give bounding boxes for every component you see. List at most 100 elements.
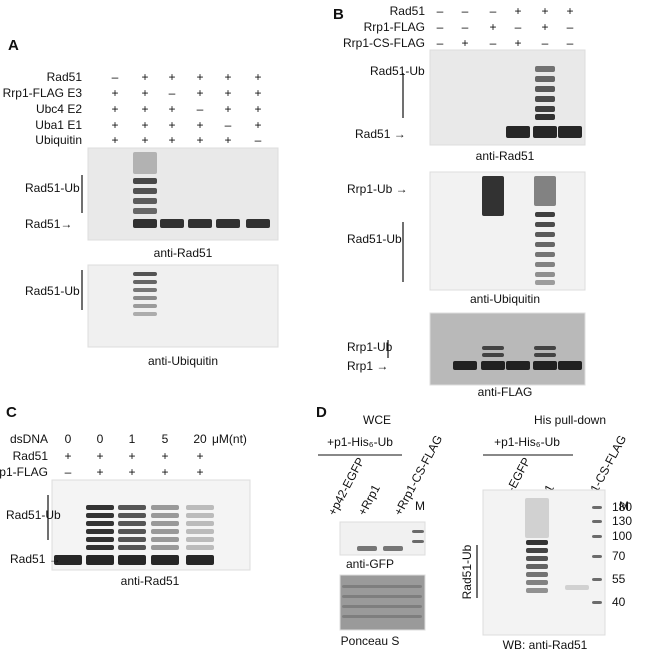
band [535,222,555,227]
lane-label: M [619,499,629,513]
sign: + [161,465,168,479]
sign: + [196,118,203,132]
marker-label: 40 [612,595,626,609]
sign: + [489,20,496,34]
sign: + [96,465,103,479]
band [86,513,114,518]
band [533,126,557,138]
band [186,545,214,550]
band [482,353,504,357]
blot [87,264,279,348]
band [535,76,555,82]
band [188,219,212,228]
band [412,540,424,543]
caption: WB: anti-Rad51 [503,638,588,652]
sign: – [437,4,444,18]
band [535,106,555,112]
sign: + [111,133,118,147]
caption: anti-Rad51 [476,149,535,163]
band [558,126,582,138]
band [86,521,114,526]
band [86,537,114,542]
sign: + [514,36,521,50]
label: Rad51 → [10,552,61,566]
caption: anti-Ubiquitin [470,292,540,306]
band [535,66,555,72]
sign: 5 [162,432,169,446]
sign: + [224,86,231,100]
caption: anti-FLAG [478,385,533,399]
band [133,312,157,316]
caption: anti-GFP [346,557,394,571]
row-label: Rrp1-FLAG [0,465,48,479]
sign: 0 [65,432,72,446]
band [133,178,157,184]
caption: anti-Rad51 [121,574,180,588]
band [592,555,602,558]
sign: 0 [97,432,104,446]
sign: – [490,36,497,50]
label: Rad51→ [25,217,72,231]
band [534,346,556,350]
band [133,188,157,194]
blot [51,479,251,571]
band [133,304,157,308]
band [565,585,589,590]
label: Rad51-Ub [370,64,425,78]
sign: + [566,4,573,18]
band [482,346,504,350]
band [535,252,555,257]
marker-label: 180 [612,500,632,514]
construct: +p1-His₆-Ub [494,435,560,449]
row-label: Rad51 [13,449,49,463]
band [535,272,555,277]
panel-label: A [8,37,19,54]
band [506,361,530,370]
label: Rad51-Ub [6,508,61,522]
sign: – [567,20,574,34]
blot [429,171,586,291]
sign: – [462,20,469,34]
sign: + [541,20,548,34]
sign: – [225,118,232,132]
label: Rad51 → [355,127,406,141]
panel-label: B [333,6,344,23]
band [186,505,214,510]
panel-label: D [316,404,327,421]
band [133,198,157,204]
band [592,601,602,604]
band [592,520,602,523]
sign: – [169,86,176,100]
sign: + [196,86,203,100]
band [506,126,530,138]
band [186,537,214,542]
band [133,296,157,300]
band [526,564,548,569]
band [151,545,179,550]
band [534,176,556,206]
sign: – [515,20,522,34]
sign: + [196,70,203,84]
sign: – [112,70,119,84]
band [151,529,179,534]
sign: – [542,36,549,50]
sign: + [196,133,203,147]
band [133,288,157,292]
sign: + [161,449,168,463]
band [86,545,114,550]
band [118,505,146,510]
sign: + [224,133,231,147]
label: Rrp1 → [347,359,388,373]
sign: + [111,102,118,116]
annotation: Rad51-Ub [460,544,474,599]
row-label: Ubc4 E2 [36,102,82,116]
row-label: Rad51 [47,70,83,84]
band [383,546,403,551]
sign: – [437,36,444,50]
sign: + [111,118,118,132]
band [342,585,422,588]
sign: – [437,20,444,34]
panel-label: C [6,404,17,421]
label: Rrp1-Ub [347,340,393,354]
